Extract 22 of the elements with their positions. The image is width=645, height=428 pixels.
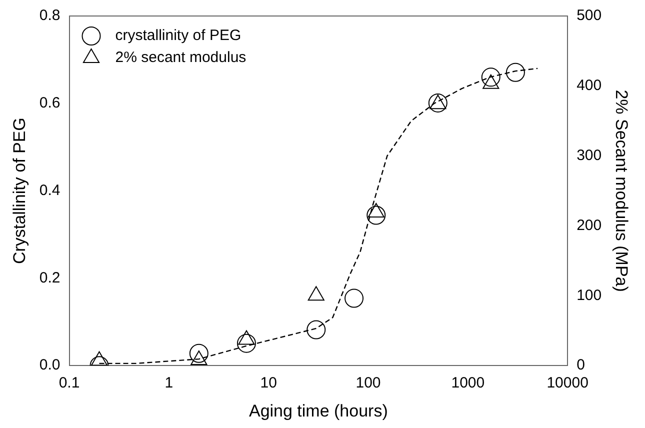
y-tick-label: 0.8 [39, 7, 60, 24]
x-tick-label: 0.1 [58, 374, 80, 392]
y2-tick-label: 500 [576, 7, 602, 24]
y-tick-label: 0.6 [39, 94, 60, 112]
x-tick-label: 1 [164, 374, 174, 392]
y-tick-label: 0.4 [39, 182, 60, 199]
y-axis-title: Crystallinity of PEG [10, 118, 29, 264]
x-tick-label: 10 [260, 374, 277, 392]
x-tick-label: 100 [356, 374, 381, 392]
x-tick-label: 10000 [546, 374, 588, 392]
y-tick-label: 0.2 [39, 269, 60, 286]
y2-tick-label: 0 [576, 356, 585, 374]
x-axis-title: Aging time (hours) [248, 401, 388, 420]
y2-tick-label: 300 [576, 146, 602, 164]
y2-tick-label: 200 [576, 216, 602, 234]
y2-tick-label: 100 [576, 286, 602, 304]
legend-label: 2% secant modulus [115, 49, 246, 66]
y2-tick-label: 400 [576, 77, 602, 94]
y-tick-label: 0.0 [39, 356, 60, 374]
y2-axis-title: 2% Secant modulus (MPa) [612, 90, 632, 292]
x-tick-label: 1000 [451, 374, 485, 392]
legend-label: crystallinity of PEG [115, 27, 242, 44]
